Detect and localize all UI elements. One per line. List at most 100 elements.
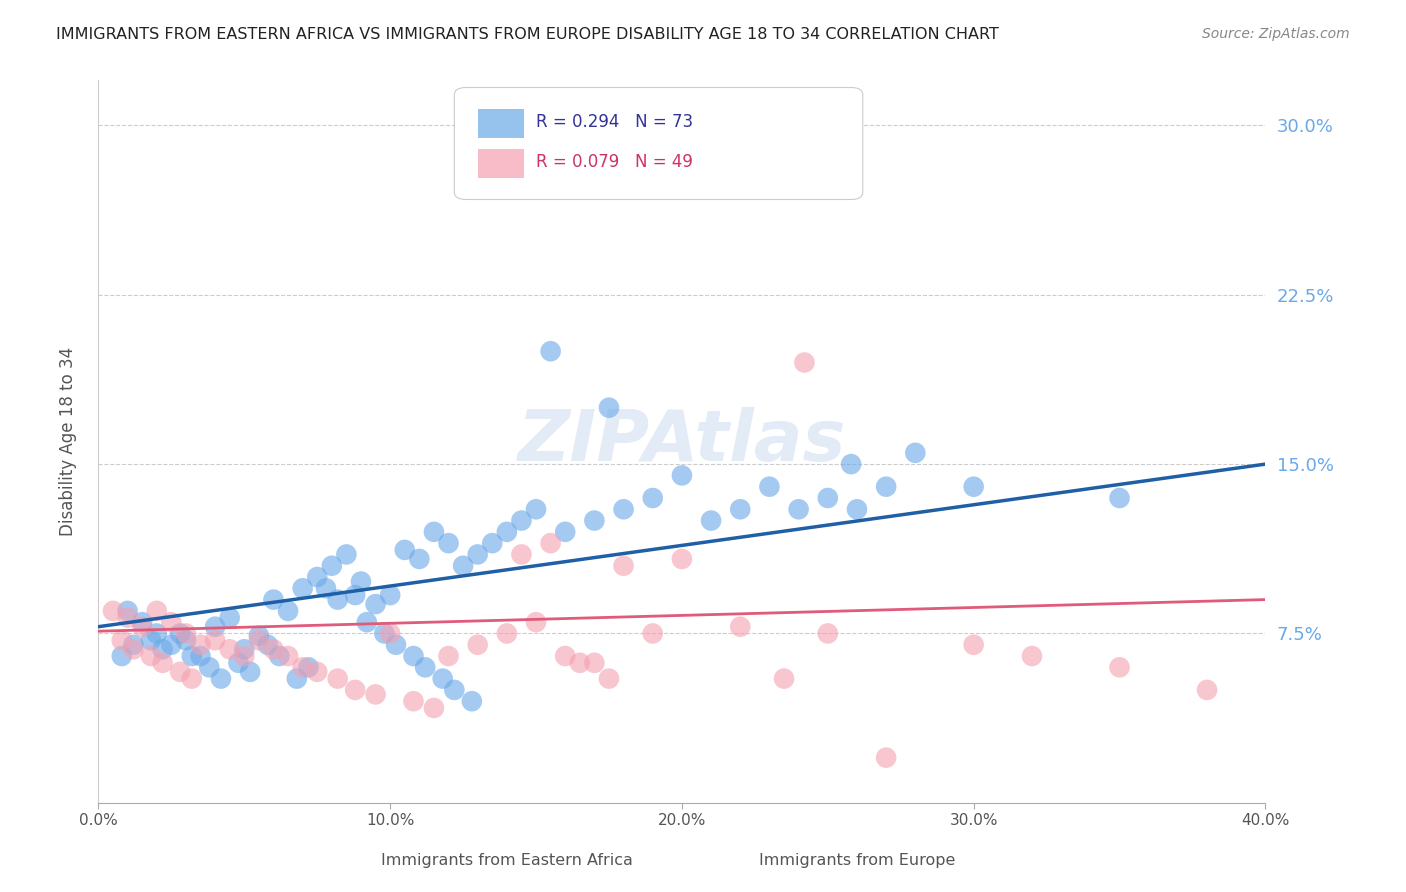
Point [612, 502, 634, 516]
Point [364, 597, 387, 611]
Point [356, 615, 378, 630]
Text: ZIPAtlas: ZIPAtlas [517, 407, 846, 476]
Point [1108, 660, 1130, 674]
Point [481, 536, 503, 550]
Point [1021, 648, 1043, 663]
Point [326, 672, 349, 686]
Point [380, 626, 402, 640]
Point [160, 638, 183, 652]
Point [285, 672, 308, 686]
Y-axis label: Disability Age 18 to 34: Disability Age 18 to 34 [59, 347, 77, 536]
Point [160, 615, 183, 630]
Point [467, 548, 489, 562]
Text: R = 0.294   N = 73: R = 0.294 N = 73 [536, 113, 693, 131]
Point [1195, 682, 1218, 697]
Point [402, 648, 425, 663]
Bar [706, 837, 734, 855]
Bar [478, 149, 524, 178]
Point [700, 514, 723, 528]
Point [233, 648, 256, 663]
Point [540, 536, 562, 550]
Point [394, 542, 416, 557]
Point [146, 626, 169, 640]
Point [432, 672, 454, 686]
Point [496, 524, 519, 539]
Text: Immigrants from Eastern Africa: Immigrants from Eastern Africa [381, 854, 633, 869]
Point [169, 626, 191, 640]
Point [277, 648, 299, 663]
Point [198, 660, 221, 674]
Point [554, 648, 576, 663]
Point [817, 491, 839, 505]
Point [344, 682, 367, 697]
Point [209, 672, 232, 686]
Point [291, 660, 314, 674]
Point [875, 480, 897, 494]
Point [443, 682, 465, 697]
Point [321, 558, 343, 573]
Point [524, 615, 547, 630]
Point [256, 638, 278, 652]
Bar [478, 109, 524, 138]
Point [598, 401, 620, 415]
Point [122, 638, 145, 652]
Point [510, 514, 533, 528]
Point [437, 536, 460, 550]
Point [839, 457, 862, 471]
Point [583, 656, 606, 670]
Point [437, 648, 460, 663]
Point [671, 468, 693, 483]
Point [402, 694, 425, 708]
Point [122, 642, 145, 657]
Point [730, 620, 752, 634]
Point [101, 604, 124, 618]
Point [174, 626, 197, 640]
Point [787, 502, 810, 516]
Point [962, 480, 984, 494]
Point [962, 638, 984, 652]
Point [413, 660, 436, 674]
Text: Immigrants from Europe: Immigrants from Europe [759, 854, 955, 869]
Point [233, 642, 256, 657]
Point [451, 558, 474, 573]
Point [496, 626, 519, 640]
Point [641, 626, 664, 640]
Point [204, 633, 226, 648]
Point [335, 548, 357, 562]
Point [326, 592, 349, 607]
Point [350, 574, 373, 589]
Point [315, 582, 337, 596]
Point [423, 701, 446, 715]
Point [262, 642, 284, 657]
Point [467, 638, 489, 652]
Point [111, 633, 134, 648]
Point [152, 642, 174, 657]
Point [846, 502, 869, 516]
Point [364, 687, 387, 701]
Point [344, 588, 367, 602]
Point [904, 446, 927, 460]
Point [641, 491, 664, 505]
Point [875, 750, 897, 764]
FancyBboxPatch shape [454, 87, 863, 200]
Point [269, 648, 291, 663]
Point [297, 660, 319, 674]
Text: R = 0.079   N = 49: R = 0.079 N = 49 [536, 153, 693, 171]
Point [307, 570, 329, 584]
Point [169, 665, 191, 679]
Point [247, 633, 270, 648]
Point [540, 344, 562, 359]
Bar [356, 837, 384, 855]
Point [291, 582, 314, 596]
Point [461, 694, 484, 708]
Point [423, 524, 446, 539]
Point [228, 656, 250, 670]
Point [554, 524, 576, 539]
Point [139, 633, 162, 648]
Point [180, 672, 202, 686]
Point [204, 620, 226, 634]
Point [218, 610, 240, 624]
Point [793, 355, 815, 369]
Point [583, 514, 606, 528]
Point [139, 648, 162, 663]
